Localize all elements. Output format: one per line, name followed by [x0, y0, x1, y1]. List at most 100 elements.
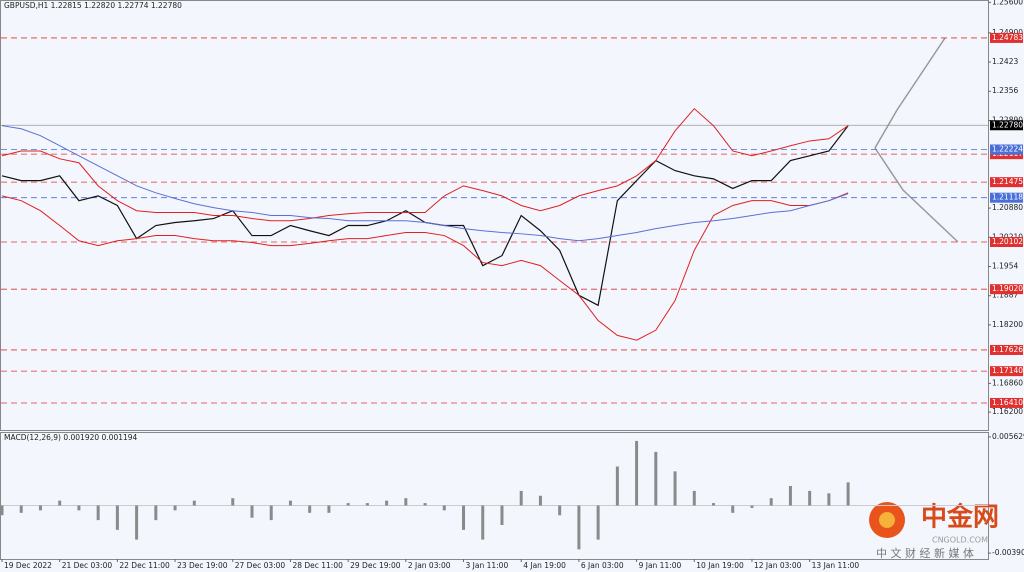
macd-title: MACD(12,26,9) 0.001920 0.001194: [4, 433, 138, 442]
x-tick-label: 29 Dec 19:00: [350, 561, 401, 570]
macd-bar: [38, 505, 42, 511]
slogan: 中 文 财 经 新 媒 体: [876, 546, 974, 560]
macd-bar: [173, 505, 177, 511]
macd-bar: [827, 493, 831, 506]
macd-bar: [462, 505, 466, 530]
level-label: 1.17626: [992, 345, 1023, 354]
y-tick-label: 1.1954: [992, 262, 1018, 271]
macd-bar: [288, 500, 292, 506]
x-tick-label: 23 Dec 19:00: [177, 561, 228, 570]
logo-inner: [879, 512, 895, 528]
indicator-line: [1, 125, 849, 242]
macd-bar: [596, 505, 600, 540]
macd-bar: [712, 503, 716, 506]
x-tick-label: 6 Jan 03:00: [581, 561, 624, 570]
macd-bar: [788, 486, 792, 506]
level-label: 1.19020: [992, 284, 1023, 293]
level-box: [990, 397, 1023, 408]
macd-bar: [442, 505, 446, 511]
level-label: 1.20102: [992, 237, 1023, 246]
level-box: [990, 192, 1023, 203]
macd-bar: [231, 498, 235, 506]
y-tick-label: -0.003905: [992, 548, 1024, 557]
macd-bar: [654, 451, 658, 506]
price-frame: [0, 0, 989, 431]
x-tick-label: 9 Jan 11:00: [639, 561, 682, 570]
macd-bar: [365, 503, 369, 506]
level-box: [990, 120, 1023, 131]
macd-bar: [115, 505, 119, 530]
y-tick-label: 1.20880: [992, 203, 1023, 212]
macd-bar: [538, 495, 542, 506]
x-tick-label: 13 Jan 11:00: [812, 561, 860, 570]
x-tick-label: 12 Jan 03:00: [754, 561, 802, 570]
macd-bar: [385, 500, 389, 506]
macd-bar: [519, 490, 523, 506]
x-tick-label: 28 Dec 11:00: [292, 561, 343, 570]
y-tick-label: 1.18200: [992, 320, 1023, 329]
macd-bar: [19, 505, 23, 513]
y-tick-label: 1.1887: [992, 291, 1018, 300]
level-box: [990, 237, 1023, 248]
level-box: [990, 284, 1023, 295]
macd-bar: [615, 466, 619, 506]
level-label: 1.21118: [992, 193, 1023, 202]
macd-bar: [96, 505, 100, 521]
level-box: [990, 32, 1023, 43]
site: CNGOLD.COM: [932, 536, 988, 545]
macd-bar: [192, 500, 196, 506]
macd-bar: [0, 505, 4, 516]
y-tick-label: 0.005629: [992, 432, 1024, 441]
x-tick-label: 22 Dec 11:00: [119, 561, 170, 570]
macd-bar: [673, 471, 677, 506]
x-tick-label: 27 Dec 03:00: [235, 561, 286, 570]
x-tick-label: 21 Dec 03:00: [62, 561, 113, 570]
macd-bar: [269, 505, 273, 521]
y-tick-label: 1.24900: [992, 28, 1023, 37]
macd-bar: [750, 505, 754, 508]
y-tick-label: 1.25600: [992, 0, 1023, 6]
macd-bar: [404, 498, 408, 506]
macd-bar: [346, 503, 350, 506]
macd-bar: [769, 498, 773, 506]
level-label: 1.16410: [992, 398, 1023, 407]
watermark: 中金网 CNGOLD.COM 中 文 财 经 新 媒 体: [869, 502, 999, 560]
level-box: [990, 344, 1023, 355]
x-tick-label: 2 Jan 03:00: [408, 561, 451, 570]
level-label: 1.21475: [992, 177, 1023, 186]
level-box: [990, 177, 1023, 188]
macd-bar: [154, 505, 158, 521]
y-tick-label: 1.16860: [992, 378, 1023, 387]
macd-bar: [808, 490, 812, 506]
macd-bar: [327, 505, 331, 513]
macd-frame: [0, 432, 989, 560]
y-tick-label: 1.16200: [992, 407, 1023, 416]
macd-bar: [558, 505, 562, 516]
arrow-up: [874, 37, 946, 149]
level-box: [990, 144, 1023, 155]
macd-bar: [635, 440, 639, 506]
macd-bar: [58, 500, 62, 506]
indicator-line: [1, 192, 849, 341]
macd-bar: [77, 505, 81, 511]
macd-bar: [135, 505, 139, 540]
macd-bar: [308, 505, 312, 513]
macd-bar: [577, 505, 581, 550]
level-label: 1.22780: [992, 120, 1023, 129]
x-tick-label: 10 Jan 19:00: [696, 561, 744, 570]
macd-bar: [692, 490, 696, 506]
level-label: 1.17140: [992, 366, 1023, 375]
level-label: 1.24783: [992, 33, 1023, 42]
projection-arrows: [874, 37, 959, 243]
y-tick-label: 1.22890: [992, 115, 1023, 124]
macd-bar: [846, 482, 850, 506]
macd-bar: [423, 503, 427, 506]
y-tick-label: 1.20210: [992, 232, 1023, 241]
x-tick-label: 4 Jan 19:00: [523, 561, 566, 570]
y-tick-label: 1.2423: [992, 57, 1018, 66]
chart-title: GBPUSD,H1 1.22815 1.22820 1.22774 1.2278…: [4, 1, 182, 10]
x-tick-label: 3 Jan 11:00: [466, 561, 509, 570]
